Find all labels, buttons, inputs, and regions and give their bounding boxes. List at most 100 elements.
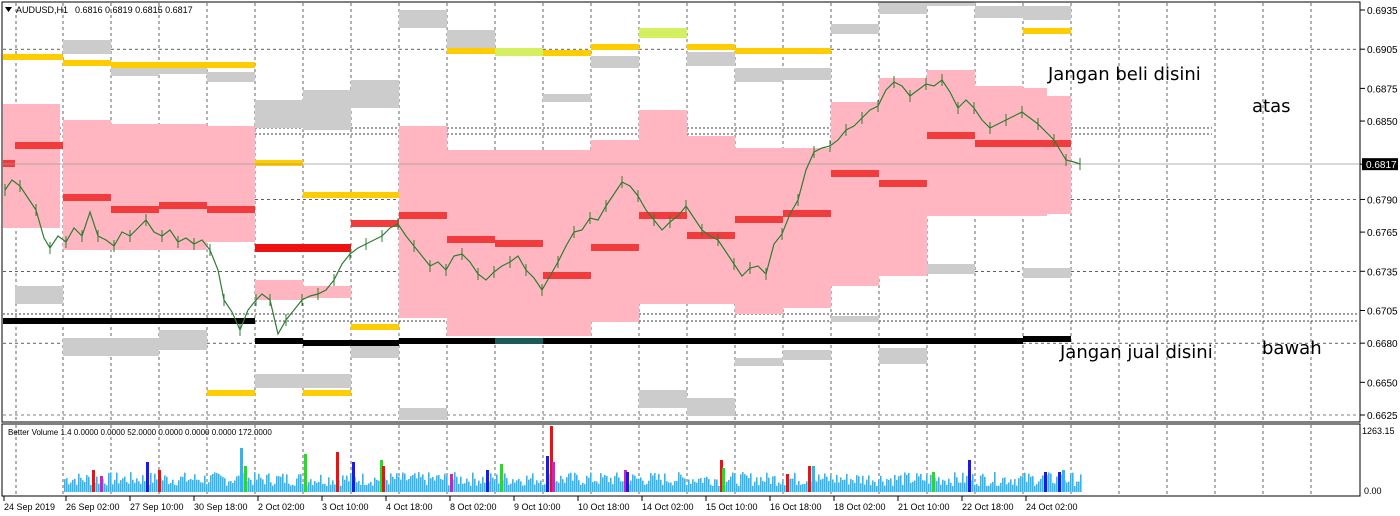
volume-bar (176, 485, 178, 492)
volume-bar (690, 483, 692, 492)
volume-bar (404, 473, 406, 492)
volume-bar (756, 477, 758, 492)
lime-level-bar (639, 28, 687, 38)
volume-bar (538, 482, 540, 492)
volume-bar (472, 472, 474, 492)
volume-bar (144, 481, 146, 492)
volume-bar (702, 482, 704, 492)
volume-bar (134, 482, 136, 492)
volume-bar (648, 480, 650, 492)
volume-bar (860, 483, 862, 492)
supply-demand-zone (639, 110, 687, 304)
chart-header: AUDUSD,H1 0.6816 0.6819 0.6815 0.6817 (4, 5, 193, 15)
current-price-box (1362, 158, 1398, 171)
volume-bar (894, 474, 896, 492)
volume-bar (634, 475, 636, 492)
grey-level-block (207, 72, 255, 82)
price-axis-label: 0.6935 (1367, 6, 1398, 17)
volume-bar (424, 479, 426, 492)
price-chart[interactable] (3, 2, 1359, 421)
volume-bar (456, 476, 458, 492)
volume-bar (422, 474, 424, 492)
volume-bar (480, 483, 482, 492)
volume-bar (128, 483, 130, 492)
volume-spike (244, 466, 247, 492)
grey-level-block (351, 344, 399, 358)
better-volume-subwindow[interactable] (15, 425, 1312, 495)
volume-bar (804, 483, 806, 492)
volume-bar (926, 474, 928, 492)
volume-bar (772, 476, 774, 492)
volume-bar (228, 481, 230, 492)
volume-bar (836, 475, 838, 492)
volume-bar (1014, 479, 1016, 492)
volume-bar (902, 484, 904, 492)
gold-level-bar (3, 54, 63, 60)
volume-bar (762, 480, 764, 492)
volume-bar (202, 482, 204, 492)
level-center-bar (447, 236, 495, 243)
volume-bar (526, 475, 528, 492)
price-axis-label: 0.6850 (1367, 117, 1398, 128)
supply-demand-zone (111, 124, 159, 250)
volume-bar (736, 483, 738, 492)
volume-max-label: 1263.15 (1362, 426, 1395, 436)
volume-bar (162, 480, 164, 492)
supply-demand-zone (543, 150, 591, 336)
volume-bar (850, 479, 852, 492)
support-line (303, 340, 351, 346)
volume-bar (284, 482, 286, 492)
volume-bar (180, 476, 182, 492)
volume-bar (508, 484, 510, 492)
grey-level-block (831, 24, 879, 34)
volume-bar (220, 475, 222, 492)
volume-bar (918, 476, 920, 492)
volume-bar (72, 479, 74, 492)
volume-spike (380, 460, 383, 492)
gold-level-bar (591, 44, 639, 50)
volume-bar (214, 472, 216, 492)
volume-bar (692, 479, 694, 492)
level-center-bar (255, 244, 303, 252)
volume-bar (668, 482, 670, 492)
volume-bar (760, 477, 762, 492)
volume-bar (198, 479, 200, 492)
volume-bar (922, 480, 924, 492)
volume-bar (468, 481, 470, 492)
grey-level-block (783, 68, 831, 80)
volume-bar (386, 480, 388, 492)
volume-bar (654, 473, 656, 492)
volume-bar (350, 472, 352, 492)
volume-bar (886, 479, 888, 492)
volume-bar (186, 481, 188, 492)
volume-bar (584, 484, 586, 492)
grey-level-block (879, 348, 927, 364)
volume-bar (328, 477, 330, 492)
volume-bar (590, 472, 592, 492)
volume-bar (356, 482, 358, 492)
grey-level-block (975, 6, 1023, 18)
volume-bar (612, 484, 614, 492)
volume-bar (946, 484, 948, 492)
volume-bar (194, 474, 196, 492)
gold-level-bar (351, 324, 399, 330)
volume-bar (940, 484, 942, 492)
volume-bar (912, 481, 914, 492)
level-center-bar (687, 232, 735, 239)
volume-bar (116, 472, 118, 492)
volume-bar (320, 474, 322, 492)
volume-bar (438, 475, 440, 492)
volume-bar (286, 474, 288, 492)
volume-bar (834, 482, 836, 492)
triangle-down-icon[interactable] (4, 6, 13, 14)
volume-bar (978, 485, 980, 492)
volume-bar (1008, 482, 1010, 492)
volume-bar (84, 482, 86, 492)
volume-bar (1042, 475, 1044, 492)
volume-bar (90, 484, 92, 492)
volume-bar (302, 483, 304, 492)
volume-bar (1034, 485, 1036, 492)
volume-bar (576, 474, 578, 492)
volume-bar (300, 474, 302, 492)
